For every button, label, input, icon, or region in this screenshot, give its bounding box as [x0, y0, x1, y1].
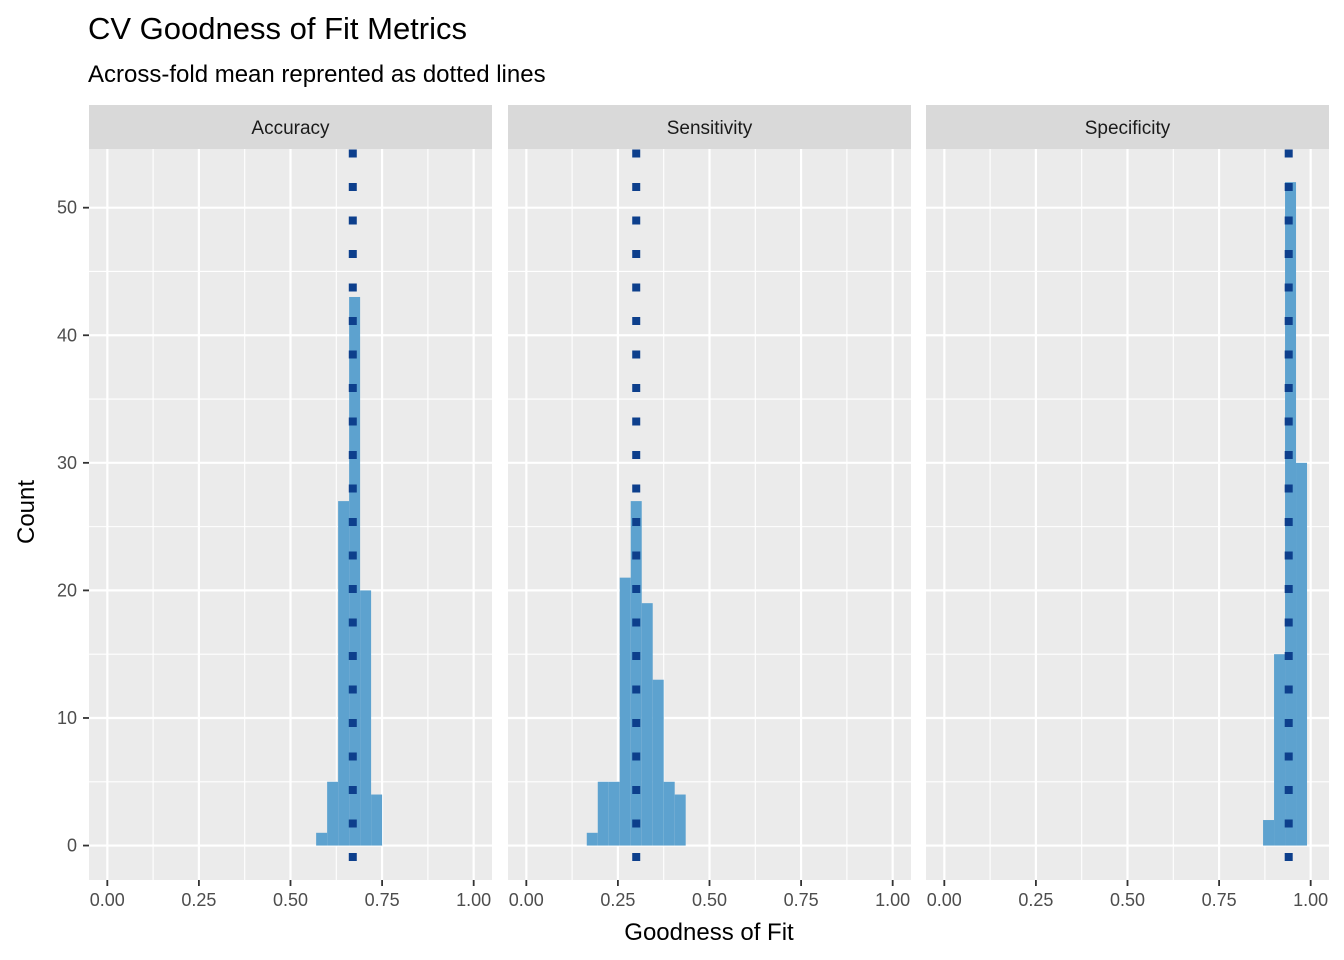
histogram-bar: [360, 590, 372, 846]
y-tick-label: 50: [57, 198, 77, 218]
x-tick-label: 1.00: [875, 890, 910, 910]
x-tick-label: 0.50: [1110, 890, 1145, 910]
histogram-bar: [327, 781, 339, 846]
x-tick-label: 0.50: [273, 890, 308, 910]
histogram-bar: [1274, 654, 1286, 846]
x-tick-label: 1.00: [456, 890, 491, 910]
histogram-bar: [663, 781, 675, 846]
facet-strip-label: Sensitivity: [667, 118, 753, 139]
facet-panels: Accuracy 0.00 0.25 0.50 0.75 1.00 Sensitivity 0…: [89, 105, 1329, 910]
x-tick-label: 0.50: [692, 890, 727, 910]
x-tick-label: 0.00: [509, 890, 544, 910]
y-tick-label: 20: [57, 580, 77, 600]
facet-strip-label: Specificity: [1085, 118, 1171, 139]
x-tick-label: 0.75: [784, 890, 819, 910]
histogram-bar: [1263, 820, 1275, 846]
y-tick-label: 40: [57, 325, 77, 345]
x-tick-label: 0.25: [600, 890, 635, 910]
histogram-bar: [371, 794, 383, 846]
histogram-bar: [619, 577, 631, 846]
facet-strip: [89, 105, 492, 149]
histogram-bar: [674, 794, 686, 846]
histogram-bar: [338, 501, 350, 846]
histogram-bar: [586, 832, 598, 846]
y-axis-title: Count: [13, 480, 40, 544]
chart-title: CV Goodness of Fit Metrics: [88, 11, 467, 46]
histogram-bar: [349, 296, 361, 846]
y-tick-label: 10: [57, 708, 77, 728]
histogram-bar: [608, 781, 620, 846]
chart-subtitle: Across-fold mean reprented as dotted lin…: [88, 61, 546, 88]
histogram-bar: [641, 603, 653, 846]
x-tick-label: 1.00: [1293, 890, 1328, 910]
x-tick-label: 0.00: [90, 890, 125, 910]
facet-panel-sensitivity: Sensitivity 0.00 0.25 0.50 0.75 1.00: [508, 105, 911, 910]
histogram-bar: [630, 501, 642, 846]
y-axis: 0 10 20 30 40 50: [57, 198, 89, 856]
facet-strip-label: Accuracy: [251, 118, 330, 139]
x-tick-label: 0.75: [1202, 890, 1237, 910]
histogram-bar: [316, 832, 328, 846]
facet-panel-accuracy: Accuracy 0.00 0.25 0.50 0.75 1.00: [89, 105, 492, 910]
facet-panel-specificity: Specificity 0.00 0.25 0.50 0.75 1.00: [926, 105, 1329, 910]
y-tick-label: 30: [57, 453, 77, 473]
histogram-bar: [652, 679, 664, 846]
x-tick-label: 0.25: [1018, 890, 1053, 910]
y-tick-label: 0: [67, 836, 77, 856]
facet-strip: [508, 105, 911, 149]
x-tick-label: 0.00: [927, 890, 962, 910]
x-tick-label: 0.25: [181, 890, 216, 910]
histogram-bar: [597, 781, 609, 846]
x-tick-label: 0.75: [365, 890, 400, 910]
histogram-bar: [1285, 182, 1297, 846]
facet-strip: [926, 105, 1329, 149]
x-axis-title: Goodness of Fit: [624, 919, 794, 946]
histogram-bar: [1296, 462, 1308, 846]
